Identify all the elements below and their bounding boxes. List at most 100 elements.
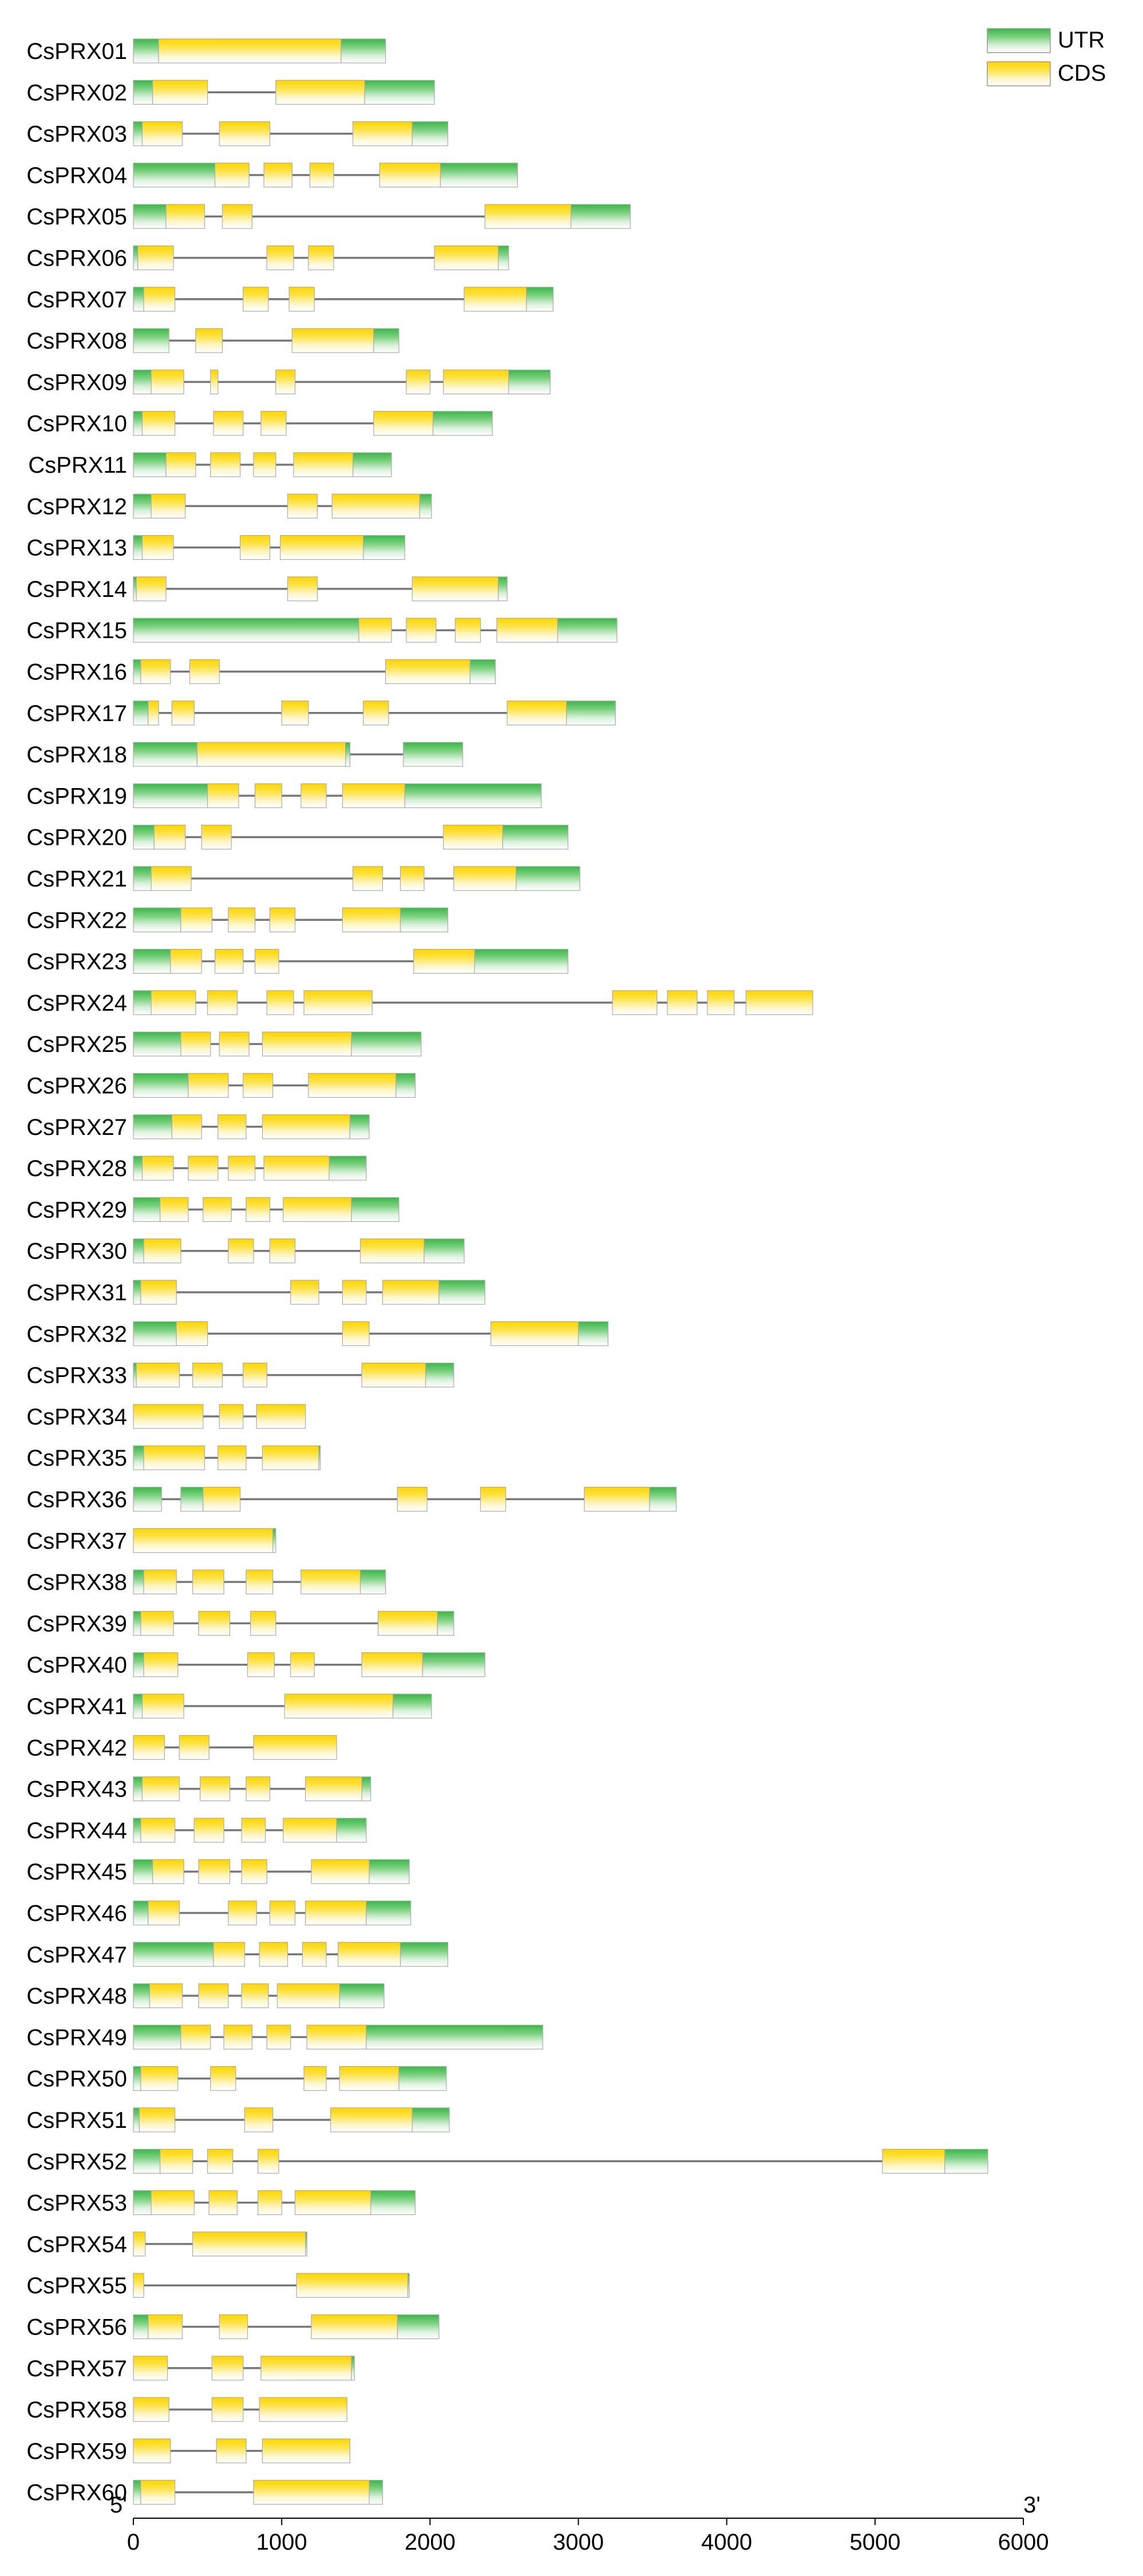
gene-label: CsPRX58: [26, 2397, 127, 2423]
gene-label: CsPRX41: [26, 1694, 127, 1719]
gene-label: CsPRX04: [26, 163, 127, 188]
gene-row: CsPRX24: [26, 990, 813, 1016]
cds-segment: [143, 1652, 179, 1677]
axis-tick-label: 6000: [998, 2530, 1049, 2555]
cds-segment: [276, 1983, 340, 2008]
gene-row: CsPRX45: [26, 1859, 410, 1885]
cds-segment: [241, 1983, 269, 2008]
utr-segment: [412, 121, 449, 147]
cds-segment: [308, 1073, 397, 1098]
cds-segment: [269, 907, 296, 932]
utr-segment: [133, 948, 171, 974]
gene-row: CsPRX06: [26, 245, 509, 271]
gene-row: CsPRX14: [26, 576, 508, 602]
utr-segment: [133, 2107, 140, 2132]
gene-label: CsPRX21: [26, 866, 127, 892]
gene-row: CsPRX52: [26, 2148, 988, 2174]
gene-label: CsPRX53: [26, 2191, 127, 2216]
cds-segment: [243, 1073, 274, 1098]
utr-segment: [133, 825, 155, 850]
cds-segment: [228, 907, 256, 932]
utr-segment: [133, 204, 167, 229]
gene-label: CsPRX10: [26, 411, 127, 437]
cds-segment: [246, 1197, 271, 1222]
utr-segment: [474, 948, 568, 974]
utr-segment: [373, 328, 400, 353]
cds-segment: [306, 2024, 367, 2049]
cds-segment: [140, 1280, 177, 1305]
cds-segment: [133, 2356, 168, 2381]
utr-segment: [133, 452, 167, 477]
cds-segment: [180, 1031, 211, 1056]
cds-segment: [254, 948, 279, 974]
utr-segment: [133, 1776, 143, 1802]
cds-segment: [217, 1445, 247, 1470]
utr-segment: [438, 1280, 485, 1305]
cds-segment: [311, 1859, 370, 1884]
gene-row: CsPRX02: [26, 80, 435, 105]
utr-segment: [133, 618, 359, 643]
gene-row: CsPRX46: [26, 1900, 412, 1926]
gene-row: CsPRX15: [26, 618, 618, 643]
axis-tick-label: 2000: [405, 2530, 456, 2555]
utr-segment: [440, 163, 518, 188]
cds-segment: [281, 701, 309, 726]
cds-segment: [133, 1404, 204, 1429]
cds-segment: [361, 1652, 423, 1677]
cds-segment: [382, 1280, 440, 1305]
utr-segment: [133, 2190, 152, 2215]
cds-segment: [406, 618, 437, 643]
gene-row: CsPRX04: [26, 163, 518, 188]
cds-segment: [203, 1197, 232, 1222]
gene-row: CsPRX13: [26, 535, 405, 561]
utr-segment: [497, 245, 509, 271]
cds-segment: [140, 2480, 176, 2505]
gene-row: CsPRX33: [26, 1363, 454, 1388]
gene-label: CsPRX36: [26, 1487, 127, 1513]
gene-rows: CsPRX01 CsPRX02 CsPRX03 CsPRX04 CsPRX05 CsPRX…: [26, 38, 988, 2506]
cds-segment: [259, 2397, 347, 2422]
gene-label: CsPRX40: [26, 1653, 127, 1678]
cds-segment: [165, 204, 205, 229]
utr-segment: [133, 1114, 172, 1139]
gene-row: CsPRX49: [26, 2024, 543, 2050]
cds-segment: [217, 1114, 247, 1139]
cds-segment: [256, 1404, 306, 1429]
gene-label: CsPRX16: [26, 660, 127, 685]
cds-segment: [302, 1942, 327, 1967]
cds-segment: [208, 2190, 238, 2215]
utr-segment: [133, 2480, 141, 2505]
gene-label: CsPRX39: [26, 1611, 127, 1636]
cds-segment: [300, 1569, 361, 1594]
cds-segment: [140, 1611, 174, 1636]
utr-segment: [133, 38, 159, 64]
cds-segment: [480, 1486, 507, 1512]
axis-tick-label: 4000: [701, 2530, 752, 2555]
gene-row: CsPRX10: [26, 411, 493, 437]
cds-segment: [213, 1942, 245, 1967]
axis-tick-label: 3000: [553, 2530, 604, 2555]
utr-segment: [397, 2314, 440, 2340]
utr-segment: [566, 701, 616, 726]
gene-label: CsPRX38: [26, 1570, 127, 1595]
legend-cds-label: CDS: [1058, 61, 1106, 86]
legend-utr-label: UTR: [1058, 27, 1105, 53]
cds-segment: [200, 1776, 231, 1802]
cds-segment: [158, 38, 342, 64]
utr-segment: [336, 1818, 367, 1843]
cds-segment: [214, 163, 250, 188]
gene-row: CsPRX12: [26, 493, 432, 519]
utr-segment: [437, 1611, 454, 1636]
utr-segment: [400, 907, 449, 932]
cds-segment: [361, 1363, 426, 1388]
cds-segment: [198, 1859, 231, 1884]
gene-label: CsPRX13: [26, 536, 127, 561]
utr-segment: [133, 990, 152, 1015]
utr-segment: [352, 452, 392, 477]
cds-segment: [246, 1776, 271, 1802]
cds-segment: [160, 1197, 189, 1222]
cds-segment: [151, 369, 184, 395]
cds-segment: [246, 1569, 274, 1594]
cds-segment: [262, 1114, 350, 1139]
cds-segment: [454, 618, 481, 643]
